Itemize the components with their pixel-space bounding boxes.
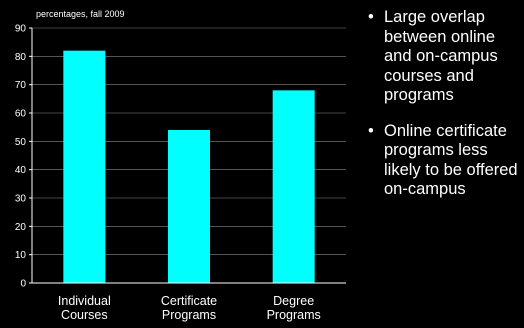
x-tick-label: Certificate Programs <box>161 294 217 322</box>
y-tick-label: 0 <box>20 279 26 290</box>
x-tick-label: Individual Courses <box>58 294 111 322</box>
y-tick-label: 80 <box>15 52 27 63</box>
y-tick-label: 70 <box>15 80 27 91</box>
bullet-dot: • <box>368 8 374 26</box>
chart-title: percentages, fall 2009 <box>36 9 125 19</box>
y-tick-label: 40 <box>15 165 27 176</box>
y-tick-label: 50 <box>15 137 27 148</box>
y-tick-label: 30 <box>15 194 27 205</box>
bullet-item-2: • Online certificate programs less likel… <box>366 122 522 200</box>
bullet-list: • Large overlap between online and on-ca… <box>366 8 522 216</box>
bar <box>63 50 106 283</box>
bar-chart: percentages, fall 2009 0 10 20 30 40 50 60 70 80… <box>15 9 346 322</box>
bullet-item-1: • Large overlap between online and on-ca… <box>366 8 522 106</box>
bars <box>63 50 315 283</box>
y-tick-label: 20 <box>15 222 27 233</box>
y-tick-label: 90 <box>15 24 27 35</box>
bar <box>272 90 315 283</box>
bullet-dot: • <box>368 121 374 140</box>
bullet-text-2: Online certificate programs less likely … <box>384 121 518 199</box>
bullet-text-1: Large overlap between online and on-camp… <box>384 8 498 104</box>
bar <box>168 130 210 283</box>
y-tick-label: 60 <box>15 109 27 120</box>
y-axis-ticks: 0 10 20 30 40 50 60 70 80 90 <box>15 24 32 290</box>
x-axis-labels: Individual Courses Certificate Programs Degr… <box>58 294 321 322</box>
x-tick-label: Degree Programs <box>267 294 321 322</box>
y-tick-label: 10 <box>15 250 27 261</box>
